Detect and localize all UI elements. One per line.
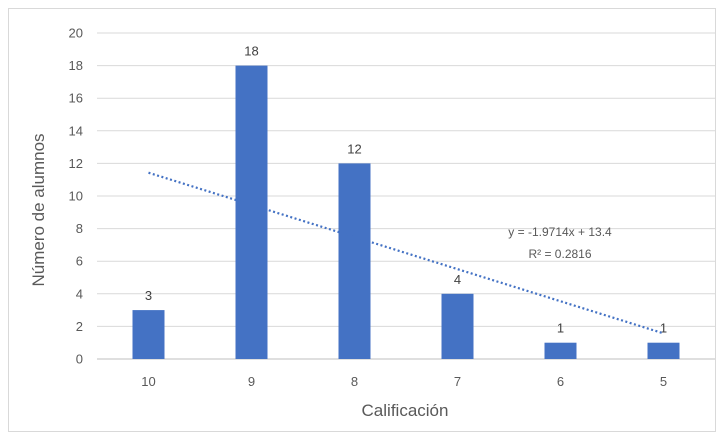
- x-tick-label: 9: [248, 374, 255, 389]
- data-label: 1: [557, 321, 564, 336]
- bar: [338, 163, 371, 359]
- y-tick-label: 14: [69, 123, 83, 138]
- x-tick-label: 10: [141, 374, 155, 389]
- data-label: 12: [347, 141, 361, 156]
- trendline-equation: y = -1.9714x + 13.4: [508, 225, 612, 239]
- bar: [132, 310, 165, 359]
- data-label: 18: [244, 44, 258, 59]
- y-tick-label: 20: [69, 26, 83, 41]
- bar: [441, 293, 474, 359]
- x-tick-label: 5: [660, 374, 667, 389]
- y-tick-label: 4: [76, 286, 83, 301]
- y-tick-label: 6: [76, 254, 83, 269]
- x-tick-label: 7: [454, 374, 461, 389]
- y-tick-label: 10: [69, 189, 83, 204]
- data-label: 3: [145, 288, 152, 303]
- data-label: 4: [454, 272, 461, 287]
- x-axis-title: Calificación: [362, 401, 449, 420]
- y-tick-label: 2: [76, 319, 83, 334]
- data-label: 1: [660, 321, 667, 336]
- y-tick-label: 8: [76, 221, 83, 236]
- x-tick-label: 6: [557, 374, 564, 389]
- bar: [647, 342, 680, 359]
- y-axis-title: Número de alumnos: [29, 133, 48, 286]
- bar: [235, 65, 268, 359]
- bar: [544, 342, 577, 359]
- y-tick-label: 16: [69, 91, 83, 106]
- y-tick-label: 0: [76, 352, 83, 367]
- x-tick-label: 8: [351, 374, 358, 389]
- y-tick-label: 12: [69, 156, 83, 171]
- trendline-r-squared: R² = 0.2816: [528, 247, 591, 261]
- y-tick-label: 18: [69, 58, 83, 73]
